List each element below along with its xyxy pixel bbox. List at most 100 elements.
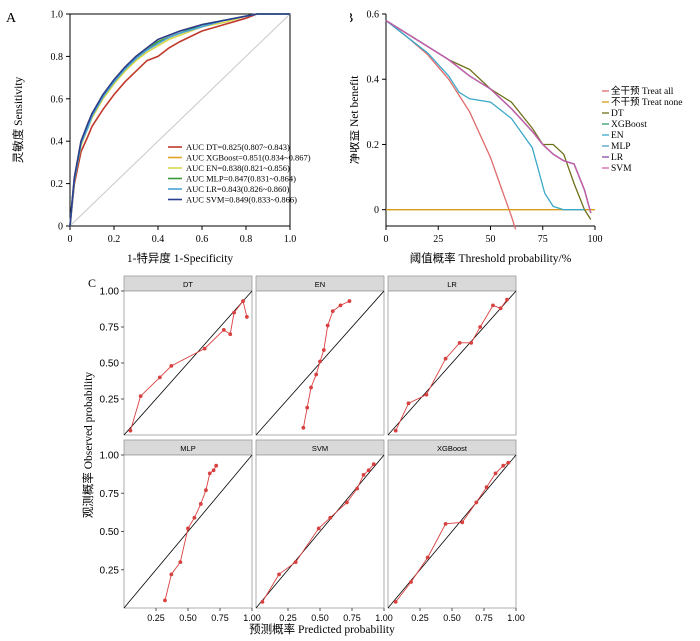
net-benefit-curve [385,19,592,214]
plot-frame [69,13,291,227]
reference-diagonal [69,13,291,227]
legend-label: LR [611,153,624,163]
ideal-diagonal [123,290,253,436]
legend-label: AUC DT=0.825(0.807~0.843) [186,142,290,152]
net-benefit-curve [385,19,592,220]
net-benefit-curve [385,19,592,214]
calibration-point [169,363,174,368]
y-tick-label: 0.8 [51,52,64,63]
calibration-line [302,300,350,428]
net-benefit-curve [385,19,517,230]
calibration-point [409,580,413,584]
calibration-point [460,520,465,525]
legend-label: AUC MLP=0.847(0.831~0.864) [186,174,296,184]
calibration-point [338,303,343,308]
x-tick-label: 1.0 [284,234,297,245]
calibration-point [505,297,509,302]
calibration-point [198,502,203,506]
calibration-point [316,526,321,531]
ideal-diagonal [123,454,253,609]
calibration-point [241,299,245,303]
calibration-point [138,394,143,399]
legend-label: XGBoost [611,120,647,130]
calibration-point [204,488,208,493]
y-tick-label: 0 [374,205,379,216]
x-tick-label: 1.00 [375,613,393,623]
legend-label: 不干预 Treat none [611,97,682,108]
panel-label-b: B [350,11,353,26]
calibration-point [478,325,483,329]
legend-label: MLP [611,142,631,152]
legend-label: AUC XGBoost=0.851(0.834~0.867) [186,153,311,163]
x-tick-label: 0.25 [411,613,429,623]
calibration-point [484,485,489,490]
legend-label: AUC SVM=0.849(0.833~0.866) [186,195,297,205]
y-tick-label: 0.6 [367,10,380,21]
calibration-chart-grid: C DT 0.25 0.50 0.75 1.00 EN LR MLP 0.25 0.50 0.75 1.… [81,275,525,636]
y-tick-label: 0.50 [100,527,120,538]
calibration-point [318,359,322,364]
y-tick-label: 0.6 [51,94,64,105]
y-tick-label: 0.4 [51,137,64,148]
y-tick-label: 0.2 [367,140,380,151]
calibration-point [443,521,448,526]
net-benefit-curve [385,19,585,211]
x-tick-label: 0.75 [211,613,229,623]
y-tick-label: 0.50 [100,359,120,370]
facet-title: EN [315,280,325,289]
legend-label: 全干预 Treat all [611,85,674,97]
calibration-point [325,323,330,328]
panel-label-a: A [6,11,17,26]
x-tick-label: 50 [486,234,496,245]
x-tick-label: 0.8 [240,234,253,245]
calibration-point [244,315,249,319]
y-axis-title: 净收益 Net benefit [350,75,361,165]
calibration-point [169,572,174,577]
calibration-point [498,306,503,311]
calibration-point [207,471,212,476]
calibration-point [260,599,265,604]
calibration-point [361,472,366,477]
y-tick-label: 1.0 [51,10,64,21]
calibration-point [163,598,167,603]
x-tick-label: 0.6 [196,234,209,245]
calibration-point [393,599,398,604]
y-tick-label: 0.25 [100,565,120,576]
x-tick-label: 0.50 [311,613,329,623]
calibration-point [321,348,326,352]
x-tick-label: 0 [68,234,73,245]
x-tick-label: 0.25 [279,613,297,623]
facet-title: MLP [180,444,195,453]
ideal-diagonal [387,290,517,436]
calibration-point [202,346,207,351]
x-tick-label: 0 [384,234,389,245]
calibration-point [406,401,411,406]
y-tick-label: 0.75 [100,489,120,500]
calibration-point [469,340,474,345]
calibration-point [347,299,352,303]
calibration-point [178,560,183,564]
calibration-point [293,560,298,564]
x-tick-label: 1.00 [243,613,261,623]
calibration-point [228,332,233,337]
calibration-line [262,463,375,603]
calibration-point [277,572,281,577]
calibration-point [366,468,371,473]
x-axis-title: 预测概率 Predicted probability [249,622,395,636]
x-tick-label: 100 [588,234,603,245]
x-tick-label: 0.2 [108,234,121,245]
calibration-line [395,462,509,603]
x-tick-label: 0.75 [343,613,361,623]
calibration-point [305,405,310,410]
calibration-point [328,515,333,520]
calibration-point [221,327,226,332]
x-tick-label: 1.00 [507,613,525,623]
y-tick-label: 1.00 [100,287,120,298]
net-benefit-curve [385,19,592,214]
calibration-point [393,428,398,433]
calibration-line [395,299,508,431]
calibration-point [506,460,511,465]
legend-label: AUC EN=0.838(0.821~0.856) [186,163,290,173]
y-tick-label: 0.25 [100,395,120,406]
